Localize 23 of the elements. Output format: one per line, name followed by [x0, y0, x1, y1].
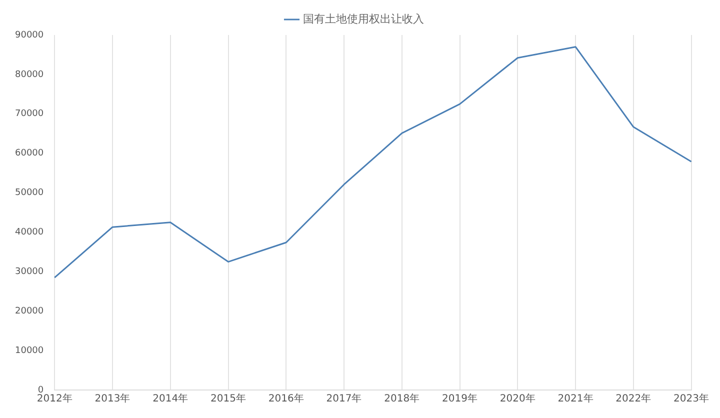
y-tick-label: 0: [38, 385, 44, 396]
legend-label: 国有土地使用权出让收入: [302, 12, 424, 26]
y-tick-label: 80000: [14, 70, 44, 80]
x-tick-label: 2019年: [442, 392, 478, 405]
x-tick-label: 2015年: [210, 392, 246, 405]
x-tick-label: 2018年: [384, 392, 420, 405]
x-tick-label: 2022年: [616, 392, 652, 405]
x-tick-label: 2014年: [152, 392, 188, 405]
y-tick-label: 60000: [14, 148, 44, 159]
y-tick-label: 50000: [14, 188, 44, 198]
x-tick-label: 2016年: [268, 392, 304, 405]
y-tick-label: 30000: [14, 267, 44, 278]
x-tick-label: 2013年: [94, 392, 130, 405]
y-tick-label: 10000: [14, 346, 44, 356]
y-tick-label: 70000: [14, 109, 44, 120]
x-tick-label: 2017年: [326, 392, 362, 405]
y-tick-label: 20000: [14, 306, 44, 316]
x-tick-label: 2012年: [36, 392, 72, 405]
x-tick-label: 2020年: [500, 392, 536, 405]
y-tick-label: 40000: [14, 228, 44, 238]
x-tick-label: 2023年: [674, 392, 709, 405]
y-tick-label: 90000: [14, 30, 44, 40]
x-tick-label: 2021年: [558, 392, 594, 405]
